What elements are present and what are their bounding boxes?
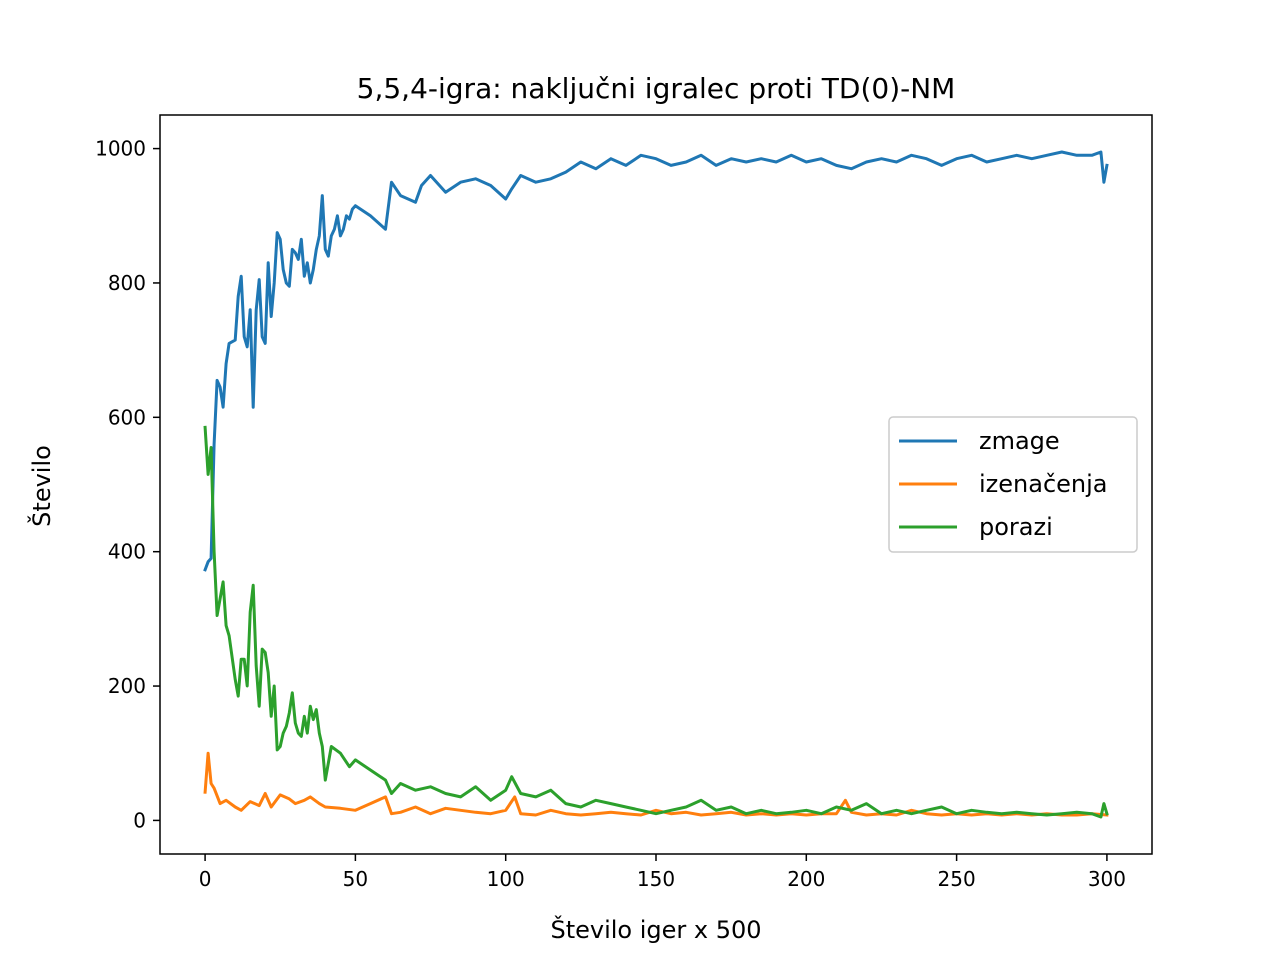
y-tick-label: 600 — [108, 405, 146, 429]
x-tick-label: 200 — [787, 867, 825, 891]
y-tick-label: 800 — [108, 271, 146, 295]
x-tick-label: 0 — [199, 867, 212, 891]
series-layer — [203, 150, 1109, 819]
y-tick-label: 1000 — [95, 137, 146, 161]
x-axis: 0 50 100 150 200 250 300 — [199, 854, 1126, 891]
series-line-1 — [203, 150, 1109, 572]
legend-label-2: izenačenja — [979, 470, 1108, 498]
x-tick-label: 100 — [487, 867, 525, 891]
x-tick-label: 50 — [343, 867, 368, 891]
series-line-3 — [203, 425, 1109, 819]
legend-label-3: porazi — [979, 513, 1053, 541]
y-tick-label: 0 — [133, 808, 146, 832]
y-axis: 0 200 400 600 800 1000 — [95, 137, 160, 832]
x-tick-label: 150 — [637, 867, 675, 891]
legend: zmage izenačenja porazi — [888, 416, 1138, 553]
legend-box — [888, 416, 1138, 553]
y-tick-label: 200 — [108, 674, 146, 698]
series-line-2 — [203, 751, 1109, 817]
chart-title: 5,5,4-igra: naključni igralec proti TD(0… — [357, 72, 956, 105]
y-tick-label: 400 — [108, 540, 146, 564]
x-axis-label: Število iger x 500 — [550, 914, 761, 944]
x-tick-label: 250 — [938, 867, 976, 891]
y-axis-label: Število — [26, 445, 56, 527]
x-tick-label: 300 — [1088, 867, 1126, 891]
legend-label-1: zmage — [979, 427, 1060, 455]
